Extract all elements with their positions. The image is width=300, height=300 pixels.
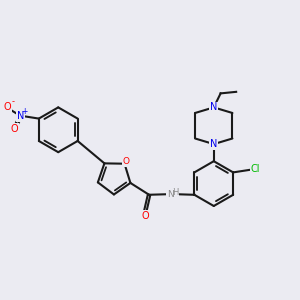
Text: O: O — [10, 124, 18, 134]
Text: N: N — [210, 102, 218, 112]
Text: N: N — [167, 190, 174, 199]
Text: N: N — [210, 139, 218, 149]
Text: O: O — [142, 211, 149, 221]
Text: N: N — [17, 111, 25, 121]
Text: O: O — [4, 102, 12, 112]
Text: +: + — [22, 106, 28, 116]
Text: O: O — [123, 157, 130, 166]
Text: -: - — [11, 97, 14, 106]
Text: H: H — [172, 188, 178, 197]
Text: Cl: Cl — [251, 164, 260, 174]
